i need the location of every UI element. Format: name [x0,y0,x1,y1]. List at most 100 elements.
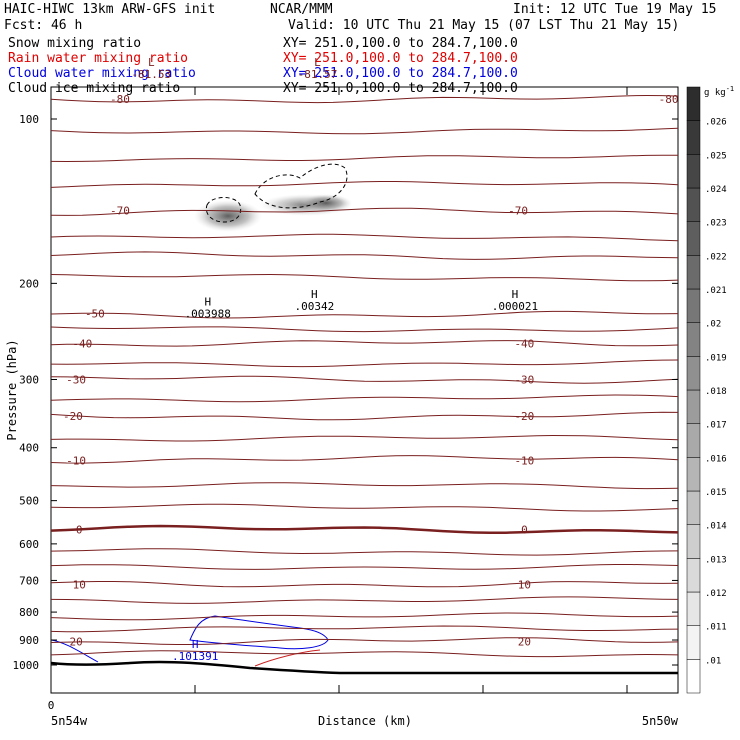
temperature-contours [51,94,678,658]
temperature-contour-line [51,612,678,621]
temperature-contour-line [51,359,678,368]
extremum-symbol: H [311,288,318,301]
colorbar-cell [686,558,701,593]
temperature-contour-line [51,326,678,333]
temperature-contour-line [51,233,678,242]
temperature-contour-line [51,581,678,588]
contour-label: 20 [518,635,531,648]
y-tick-label: 700 [19,574,39,587]
contour-label: -80 [110,93,130,106]
temperature-contour-line [51,548,678,556]
colorbar-cell [686,187,701,222]
y-axis-title: Pressure (hPa) [5,339,19,440]
temperature-contour-line [51,503,678,512]
temperature-contour-line [51,650,678,658]
colorbar-cell [686,457,701,492]
colorbar-cell [686,322,701,357]
y-tick-label: 100 [19,113,39,126]
colorbar-label: .016 [705,454,727,464]
temperature-contour-line [51,411,678,421]
valid-time: Valid: 10 UTC Thu 21 May 15 (07 LST Thu … [288,18,679,33]
extremum-value: .000021 [492,300,538,313]
temperature-contour-line [51,207,678,216]
init-time: Init: 12 UTC Tue 19 May 15 [513,2,717,17]
y-tick-label: 300 [19,374,39,387]
temperature-contour-line [51,482,678,490]
field-xy: XY= 251.0,100.0 to 284.7,100.0 [283,81,518,96]
contour-label: 10 [73,578,86,591]
y-tick-label: 800 [19,606,39,619]
colorbar-label: .021 [705,286,727,296]
temperature-contour-line [51,394,678,403]
field-name: Rain water mixing ratio [8,51,188,66]
y-tick-label: 200 [19,277,39,290]
colorbar-label: .011 [705,623,727,633]
colorbar-label: .014 [705,522,727,532]
colorbar-label: .02 [705,320,721,330]
colorbar-label: .026 [705,118,727,128]
y-tick-label: 900 [19,634,39,647]
extremum-value: -81.53 [131,68,171,81]
shade-blob [300,194,352,212]
field-name: Snow mixing ratio [8,36,141,51]
extremum-value: .003988 [185,307,231,320]
contour-label: 20 [69,635,82,648]
colorbar-label: .019 [705,353,727,363]
field-xy: XY= 251.0,100.0 to 284.7,100.0 [283,36,518,51]
contour-label: -30 [514,374,534,387]
rain-water-contour [254,649,321,667]
contour-label: 0 [521,524,528,537]
temperature-contour-line [51,524,678,535]
colorbar-cell [686,423,701,458]
temperature-contour-line [51,154,678,163]
temperature-contour-line [51,251,678,260]
contour-label: 0 [76,524,83,537]
temperature-contour-line [51,637,678,645]
colorbar-label: .022 [705,252,727,262]
contour-label: -80 [659,93,679,106]
field-xy: XY= 251.0,100.0 to 284.7,100.0 [283,51,518,66]
temperature-contour-line [51,94,678,104]
y-tick-label: 500 [19,495,39,508]
extremum-symbol: H [192,638,199,651]
contour-label: -20 [514,410,534,423]
colorbar-cell [686,154,701,189]
temperature-contour-line [51,375,678,384]
colorbar-cell [686,490,701,525]
colorbar-label: .012 [705,589,727,599]
field-name: Cloud water mixing ratio [8,66,196,81]
temperature-contour-line [51,181,678,188]
colorbar-cell [686,255,701,290]
y-tick-label: 1000 [13,659,40,672]
colorbar-label: .01 [705,656,721,666]
extremum-symbol: L [314,56,321,69]
colorbar: .01 .011 .012 .013 .014 .015 .016 .017 .018 .019.… [686,86,727,694]
temperature-contour-line [51,455,678,464]
y-tick-label: 600 [19,538,39,551]
colorbar-cell [686,356,701,391]
extremum-value: .00342 [294,300,334,313]
colorbar-cell [686,86,701,121]
temperature-contour-line [51,273,678,282]
shade-blob [194,200,262,232]
temperature-contour-line [51,340,678,347]
terrain-line [51,660,678,675]
x-tick-label: 0 [48,699,55,712]
contour-label: -20 [63,410,83,423]
temperature-contour-line [51,625,678,633]
temperature-contour-line [51,310,678,319]
x-axis [50,87,628,693]
colorbar-cell [686,625,701,660]
cloud-water-contour [51,639,99,663]
contour-label: -40 [72,338,92,351]
field-name: Cloud ice mixing ratio [8,81,180,96]
temperature-contour-line [51,434,678,442]
x-end-label-left: 5n54w [51,714,88,728]
colorbar-cell [686,524,701,559]
colorbar-label: .018 [705,387,727,397]
x-end-label-right: 5n50w [642,714,679,728]
colorbar-cell [686,120,701,155]
temperature-contour-line [51,564,678,570]
colorbar-cell [686,659,701,694]
